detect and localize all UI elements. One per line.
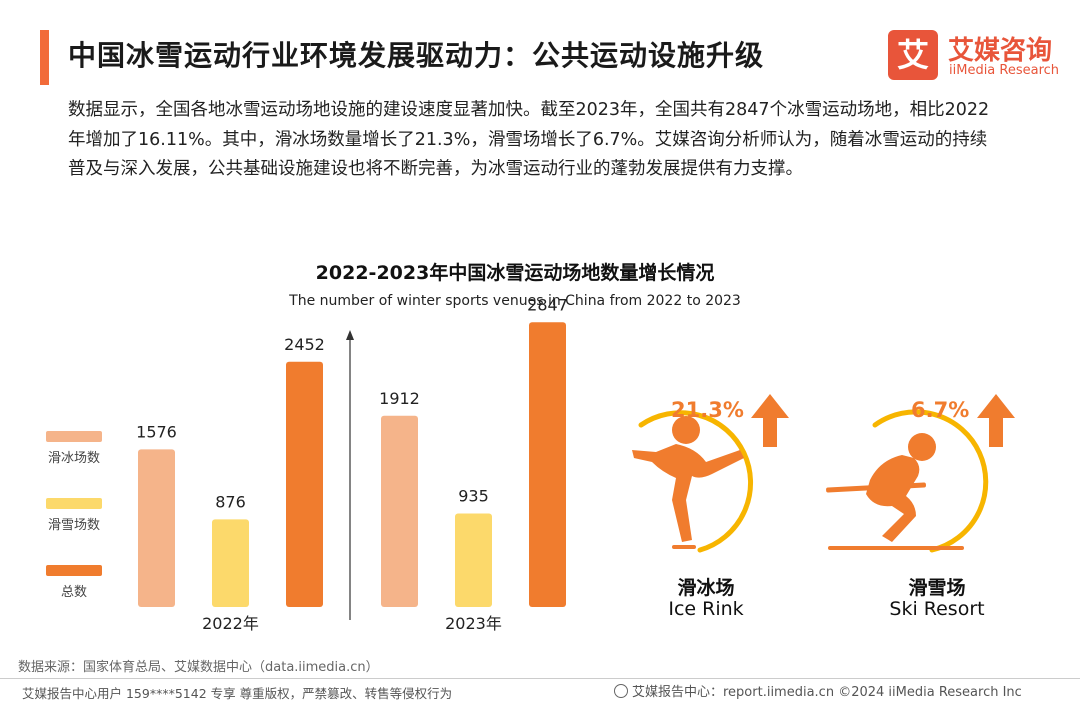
ski-resort-label-cn: 滑雪场 [908, 577, 966, 599]
bar-总数-2022年 [286, 361, 323, 607]
category-label: 2023年 [445, 614, 502, 633]
globe-icon [614, 684, 628, 698]
data-label: 876 [215, 492, 246, 511]
data-label: 1912 [379, 389, 420, 408]
bar-滑冰场数-2022年 [138, 449, 175, 607]
bar-总数-2023年 [529, 322, 566, 607]
legend-swatch-总数 [46, 565, 102, 576]
logo-en: iiMedia Research [949, 63, 1060, 78]
ice-up-arrow-icon [751, 394, 789, 447]
ice-rink-label-cn: 滑冰场 [677, 577, 735, 599]
logo-cn: 艾媒咨询 [948, 36, 1053, 66]
ski-growth-pct: 6.7% [911, 398, 970, 422]
page-title: 中国冰雪运动行业环境发展驱动力：公共运动设施升级 [68, 39, 765, 72]
legend-swatch-滑雪场数 [46, 498, 102, 509]
title-accent-bar [40, 30, 49, 85]
ice-rink-label-en: Ice Rink [668, 598, 744, 620]
data-label: 1576 [136, 422, 177, 441]
axis-arrow-icon [346, 330, 354, 340]
bar-滑冰场数-2023年 [381, 415, 418, 607]
legend-label: 滑雪场数 [48, 518, 100, 533]
bar-滑雪场数-2022年 [212, 519, 249, 607]
legend-label: 总数 [61, 585, 87, 600]
ski-resort-label-en: Ski Resort [889, 598, 985, 620]
footer-report-text: 艾媒报告中心：report.iimedia.cn ©2024 iiMedia R… [632, 685, 1022, 700]
legend-swatch-滑冰场数 [46, 431, 102, 442]
logo-mark: 艾 [888, 30, 938, 80]
footer-divider [0, 678, 1080, 679]
ski-up-arrow-icon [977, 394, 1015, 447]
chart-subtitle: The number of winter sports venues in Ch… [289, 293, 741, 309]
footer-copyright-notice: 艾媒报告中心用户 159****5142 专享 尊重版权，严禁篡改、转售等侵权行… [22, 686, 453, 701]
data-source: 数据来源：国家体育总局、艾媒数据中心（data.iimedia.cn） [18, 660, 379, 675]
chart-title: 2022-2023年中国冰雪运动场地数量增长情况 [315, 262, 715, 284]
skier-icon [826, 433, 964, 550]
ice-skater-icon [632, 416, 744, 549]
bar-滑雪场数-2023年 [455, 513, 492, 607]
footer-report-link[interactable]: 艾媒报告中心：report.iimedia.cn ©2024 iiMedia R… [614, 681, 1022, 700]
ice-growth-arc [638, 410, 754, 553]
data-label: 2847 [527, 295, 568, 314]
bar-chart: 1576 876 2452 2022年 1912 935 2847 2023年 滑冰场数滑雪场数… [46, 295, 568, 633]
iimedia-logo: 艾 艾媒咨询 iiMedia Research [888, 30, 1068, 80]
category-label: 2022年 [202, 614, 259, 633]
legend-label: 滑冰场数 [48, 451, 100, 466]
ski-growth-arc [872, 409, 989, 553]
data-label: 2452 [284, 335, 325, 354]
data-label: 935 [458, 487, 489, 506]
ice-growth-pct: 21.3% [671, 398, 744, 422]
intro-paragraph: 数据显示，全国各地冰雪运动场地设施的建设速度显著加快。截至2023年，全国共有2… [68, 100, 990, 179]
